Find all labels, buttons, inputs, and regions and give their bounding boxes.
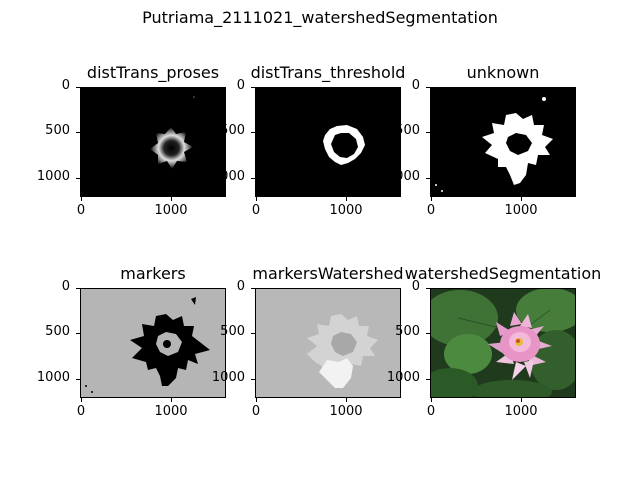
y-tick-label: 1000 (205, 370, 255, 385)
figure-title: Putriama_2111021_watershedSegmentation (142, 8, 498, 27)
x-tick-label: 1000 (326, 197, 366, 218)
panel-markers-watershed: markersWatershed 0 500 1000 0 1000 (212, 264, 404, 419)
x-tick-label: 1000 (501, 398, 541, 419)
y-tick-label: 0 (380, 78, 430, 93)
x-tick-label: 1000 (501, 197, 541, 218)
y-tick-label: 500 (205, 123, 255, 138)
y-tick-label: 1000 (380, 169, 430, 184)
panel-title: markersWatershed (252, 264, 404, 283)
x-tick-label: 1000 (151, 197, 191, 218)
y-tick-label: 500 (380, 123, 430, 138)
unknown-region-image (430, 87, 576, 197)
dist-trans-image (80, 87, 226, 197)
panel-dist-trans-proses: distTrans_proses 0 500 1000 0 1000 (37, 63, 226, 218)
x-tick-label: 0 (61, 197, 101, 218)
y-tick-label: 500 (30, 324, 80, 339)
x-tick-label: 0 (61, 398, 101, 419)
water-lily-photo (430, 288, 576, 398)
x-tick-label: 1000 (326, 398, 366, 419)
y-tick-label: 0 (205, 279, 255, 294)
panel-title: markers (120, 264, 186, 283)
y-tick-label: 0 (30, 279, 80, 294)
y-tick-label: 500 (30, 123, 80, 138)
y-tick-label: 1000 (30, 370, 80, 385)
panel-title: distTrans_proses (86, 63, 220, 82)
x-tick-label: 0 (411, 197, 451, 218)
panel-title: unknown (466, 63, 540, 82)
y-tick-label: 0 (380, 279, 430, 294)
markers-image (80, 288, 226, 398)
threshold-image (255, 87, 401, 197)
y-tick-label: 0 (205, 78, 255, 93)
panel-title: watershedSegmentation (404, 264, 602, 283)
x-tick-label: 0 (411, 398, 451, 419)
y-tick-label: 1000 (205, 169, 255, 184)
y-tick-label: 1000 (30, 169, 80, 184)
panel-watershed-segmentation: watershedSegmentation 0 500 1000 (387, 264, 601, 419)
panel-title: distTrans_threshold (250, 63, 406, 82)
x-tick-label: 0 (236, 197, 276, 218)
markers-watershed-image (255, 288, 401, 398)
y-tick-label: 0 (30, 78, 80, 93)
x-tick-label: 1000 (151, 398, 191, 419)
y-tick-label: 1000 (380, 370, 430, 385)
y-tick-label: 500 (205, 324, 255, 339)
y-tick-label: 500 (380, 324, 430, 339)
x-tick-label: 0 (236, 398, 276, 419)
panel-unknown: unknown 0 500 1000 0 1000 (387, 63, 576, 218)
